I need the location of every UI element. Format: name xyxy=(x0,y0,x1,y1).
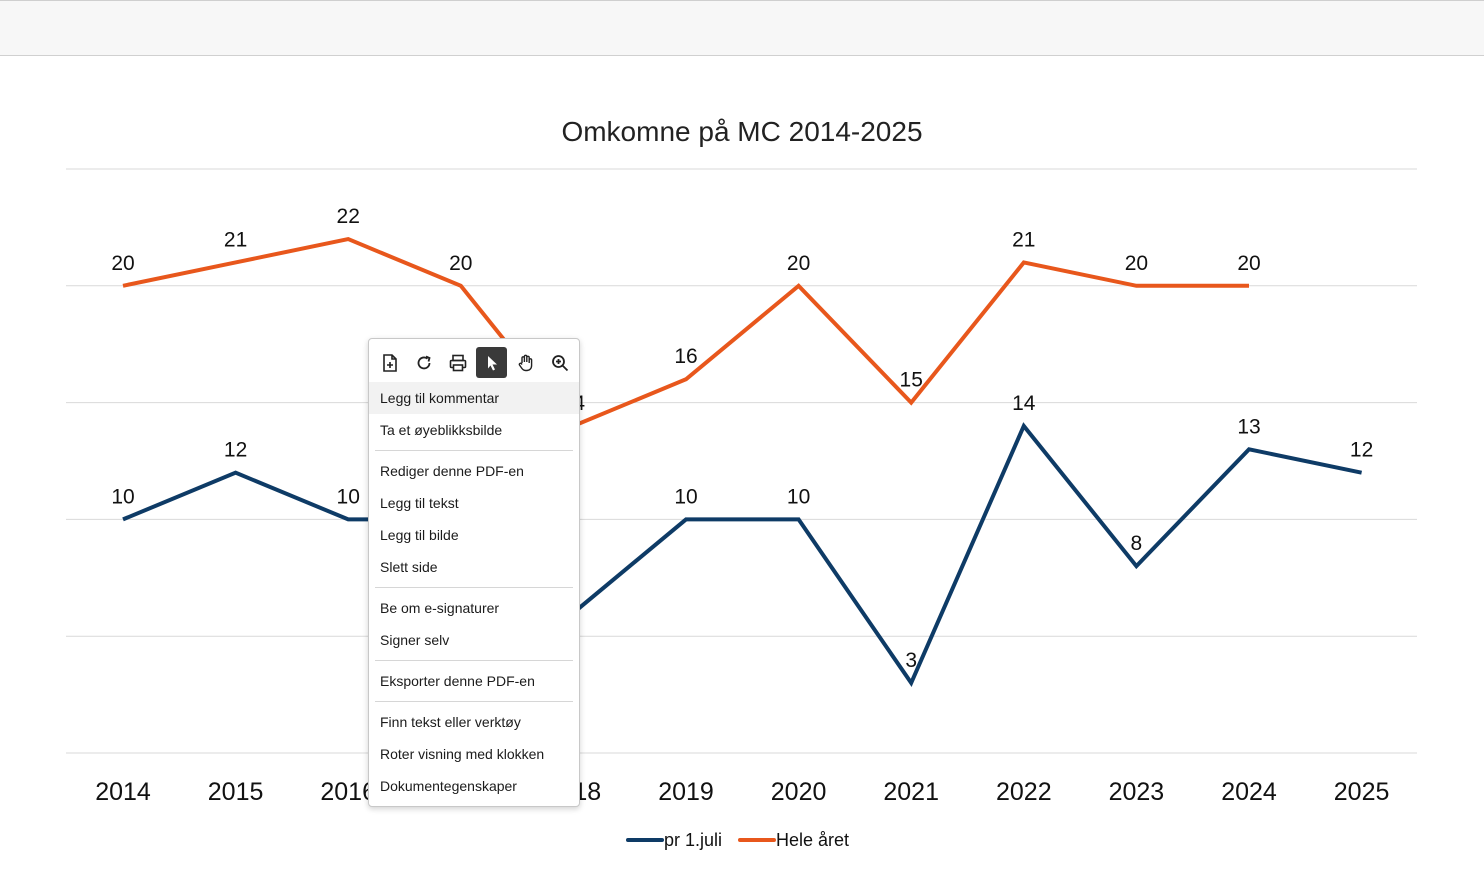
hand-tool[interactable] xyxy=(510,347,541,378)
zoom-tool[interactable] xyxy=(544,347,575,378)
select-cursor-icon xyxy=(487,355,497,370)
menu-item-be-om-e-signaturer[interactable]: Be om e-signaturer xyxy=(380,600,500,616)
select-tool[interactable] xyxy=(476,347,507,378)
x-tick-label: 2025 xyxy=(1334,778,1390,806)
data-label: 20 xyxy=(1237,252,1260,275)
legend-label: pr 1.juli xyxy=(664,830,722,850)
context-toolbar xyxy=(369,339,579,379)
menu-item-dokumentegenskaper[interactable]: Dokumentegenskaper xyxy=(380,778,517,794)
menu-item-finn-tekst-eller-verkt-y[interactable]: Finn tekst eller verktøy xyxy=(380,714,521,730)
x-tick-label: 2014 xyxy=(95,778,151,806)
menu-item-slett-side[interactable]: Slett side xyxy=(380,559,438,575)
data-label: 22 xyxy=(337,205,360,228)
x-tick-label: 2024 xyxy=(1221,778,1277,806)
series-line-pr-1-juli xyxy=(122,422,1363,688)
x-axis-ticks: 2014201520162017201820192020202120222023… xyxy=(95,778,1389,806)
x-tick-label: 2021 xyxy=(883,778,939,806)
data-label: 20 xyxy=(787,252,810,275)
top-toolbar xyxy=(0,0,1484,56)
data-label: 10 xyxy=(337,485,360,508)
context-menu: Legg til kommentar Ta et øyeblikksbilde Re… xyxy=(368,338,580,807)
x-tick-label: 2016 xyxy=(320,778,376,806)
data-label: 12 xyxy=(1350,439,1373,462)
chart-legend: pr 1.juli Hele året xyxy=(626,830,849,850)
data-label: 8 xyxy=(1131,532,1143,555)
series-lines xyxy=(122,236,1363,688)
data-label: 20 xyxy=(449,252,472,275)
rotate-icon xyxy=(417,355,431,369)
data-labels: 1012101061010314813122021222014162015212… xyxy=(111,205,1373,672)
menu-separator xyxy=(375,450,573,451)
print-icon xyxy=(449,354,466,371)
data-label: 13 xyxy=(1237,415,1260,438)
menu-separator xyxy=(375,587,573,588)
x-tick-label: 2023 xyxy=(1109,778,1165,806)
menu-separator xyxy=(375,660,573,661)
chart-title: Omkomne på MC 2014-2025 xyxy=(561,116,922,147)
menu-separator xyxy=(375,701,573,702)
data-label: 21 xyxy=(224,228,247,251)
menu-item-legg-til-tekst[interactable]: Legg til tekst xyxy=(380,495,459,511)
legend-label: Hele året xyxy=(776,830,849,850)
data-label: 10 xyxy=(787,485,810,508)
data-label: 16 xyxy=(674,345,697,368)
rotate-tool[interactable] xyxy=(408,347,439,378)
x-tick-label: 2020 xyxy=(771,778,827,806)
data-label: 20 xyxy=(111,252,134,275)
export-tool[interactable] xyxy=(374,347,405,378)
menu-item-ta-et-yeblikksbilde[interactable]: Ta et øyeblikksbilde xyxy=(380,422,503,438)
data-label: 21 xyxy=(1012,228,1035,251)
x-tick-label: 2019 xyxy=(658,778,714,806)
x-tick-label: 2022 xyxy=(996,778,1052,806)
menu-item-legg-til-kommentar[interactable]: Legg til kommentar xyxy=(369,382,579,414)
data-label: 10 xyxy=(111,485,134,508)
data-label: 14 xyxy=(1012,392,1036,415)
hand-icon xyxy=(518,354,532,371)
data-label: 20 xyxy=(1125,252,1148,275)
context-menu-list: Legg til kommentar Ta et øyeblikksbilde Re… xyxy=(369,382,579,802)
data-label: 12 xyxy=(224,439,247,462)
print-tool[interactable] xyxy=(442,347,473,378)
data-label: 10 xyxy=(674,485,697,508)
data-label: 15 xyxy=(900,369,923,392)
menu-item-roter-visning-med-klokken[interactable]: Roter visning med klokken xyxy=(380,746,545,762)
data-label: 3 xyxy=(905,649,917,672)
file-export-icon xyxy=(382,353,397,372)
menu-item-signer-selv[interactable]: Signer selv xyxy=(380,632,450,648)
menu-item-eksporter-denne-pdf-en[interactable]: Eksporter denne PDF-en xyxy=(380,673,535,689)
series-line-hele-aret xyxy=(122,236,1249,429)
menu-item-legg-til-bilde[interactable]: Legg til bilde xyxy=(380,527,459,543)
zoom-in-icon xyxy=(551,354,568,371)
menu-item-rediger-denne-pdf-en[interactable]: Rediger denne PDF-en xyxy=(380,463,524,479)
x-tick-label: 2015 xyxy=(208,778,264,806)
